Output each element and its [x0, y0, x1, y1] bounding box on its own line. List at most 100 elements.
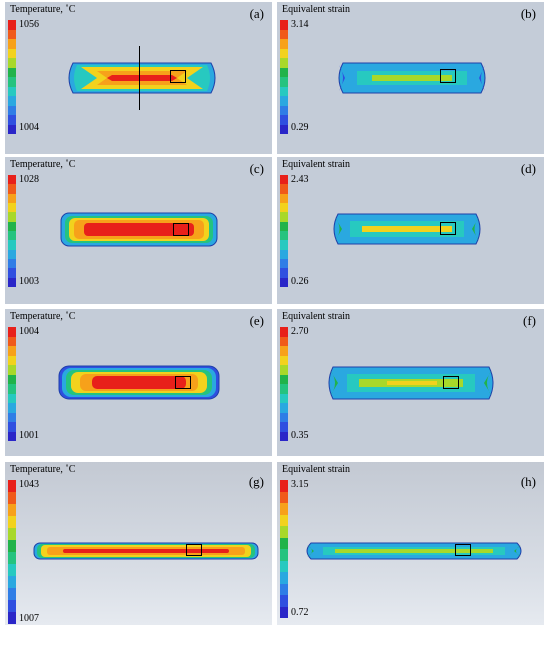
region-marker-box — [455, 544, 471, 556]
color-scale-segment — [8, 346, 16, 356]
region-marker-box — [186, 544, 202, 556]
color-scale-segment — [280, 29, 288, 39]
color-scale-segment — [8, 48, 16, 58]
color-scale-segment — [8, 528, 16, 540]
scale-min-value: 0.35 — [291, 430, 309, 441]
panel-label: (h) — [520, 474, 536, 489]
color-scale-segment — [8, 240, 16, 250]
panel-label: (f) — [523, 313, 536, 328]
color-scale-segment — [280, 277, 288, 287]
color-scale-segment — [8, 365, 16, 375]
color-scale-segment — [8, 336, 16, 346]
region-marker-box — [440, 222, 456, 235]
color-scale-segment — [280, 480, 288, 492]
color-scale-segment — [8, 20, 16, 30]
color-scale-segment — [280, 67, 288, 77]
billet-contour — [333, 213, 481, 245]
billet-contour — [338, 62, 486, 94]
scale-max-value: 2.43 — [291, 174, 309, 185]
color-scale-segment — [280, 124, 288, 134]
color-scale-segment — [8, 374, 16, 384]
panel-title: Temperature, ˚C — [10, 4, 76, 15]
color-scale-segment — [280, 221, 288, 231]
panel-e: Temperature, ˚C (e) 1004 1001 — [5, 309, 272, 456]
color-scale-segment — [8, 540, 16, 552]
color-scale-segment — [280, 115, 288, 125]
panel-d: Equivalent strain (d) 2.43 0.26 — [277, 157, 544, 304]
scale-min-value: 0.29 — [291, 122, 309, 133]
color-scale-segment — [8, 600, 16, 612]
color-scale-segment — [8, 552, 16, 564]
color-scale-segment — [8, 258, 16, 269]
color-scale-segment — [280, 514, 288, 526]
panel-title: Temperature, ˚C — [10, 311, 76, 322]
color-scale-segment — [280, 268, 288, 278]
color-scale-segment — [8, 115, 16, 125]
panel-label: (a) — [249, 6, 264, 21]
color-scale-segment — [8, 504, 16, 516]
billet-contour — [328, 366, 494, 400]
color-scale-segment — [8, 612, 16, 624]
color-scale-segment — [8, 403, 16, 413]
color-scale-segment — [8, 230, 16, 241]
color-scale-segment — [280, 365, 288, 375]
panel-f: Equivalent strain (f) 2.70 0.35 — [277, 309, 544, 456]
panel-g: Temperature, ˚C (g) 1043 1007 — [5, 462, 272, 625]
color-scale-segment — [280, 606, 288, 618]
color-scale-segment — [8, 480, 16, 492]
scale-min-value: 0.26 — [291, 276, 309, 287]
panel-label: (b) — [520, 6, 536, 21]
color-scale-segment — [280, 384, 288, 394]
color-scale-segment — [8, 105, 16, 115]
color-scale-bar — [280, 480, 288, 618]
color-scale-segment — [8, 124, 16, 134]
scale-min-value: 0.72 — [291, 607, 309, 618]
color-scale-segment — [8, 212, 16, 222]
color-scale-bar — [280, 327, 288, 441]
region-marker-box — [440, 69, 456, 83]
panel-label: (c) — [249, 161, 264, 176]
color-scale-bar — [280, 20, 288, 134]
billet-contour — [58, 365, 220, 400]
color-scale-bar — [8, 480, 16, 624]
scale-min-value: 1001 — [19, 430, 39, 441]
panel-title: Equivalent strain — [282, 311, 351, 322]
color-scale-segment — [280, 583, 288, 595]
color-scale-segment — [280, 572, 288, 584]
panel-title: Temperature, ˚C — [10, 159, 76, 170]
color-scale-bar — [8, 20, 16, 134]
scale-max-value: 1056 — [19, 19, 39, 30]
color-scale-segment — [280, 20, 288, 30]
color-scale-segment — [8, 86, 16, 96]
panel-label: (g) — [248, 474, 264, 489]
scale-min-value: 1004 — [19, 122, 39, 133]
panel-title: Temperature, ˚C — [10, 464, 76, 475]
color-scale-segment — [280, 96, 288, 106]
color-scale-segment — [8, 431, 16, 441]
color-scale-segment — [280, 202, 288, 213]
color-scale-segment — [8, 355, 16, 365]
panel-label: (e) — [249, 313, 264, 328]
panel-a: Temperature, ˚C (a) 1056 1004 — [5, 2, 272, 154]
color-scale-segment — [280, 431, 288, 441]
color-scale-segment — [8, 29, 16, 39]
color-scale-segment — [280, 560, 288, 572]
color-scale-segment — [280, 193, 288, 203]
billet-contour — [33, 542, 259, 560]
color-scale-bar — [8, 175, 16, 287]
color-scale-segment — [280, 503, 288, 515]
color-scale-segment — [8, 96, 16, 106]
color-scale-segment — [280, 249, 288, 259]
color-scale-segment — [280, 537, 288, 549]
color-scale-segment — [8, 564, 16, 576]
color-scale-segment — [8, 202, 16, 213]
region-marker-box — [170, 70, 186, 83]
color-scale-segment — [280, 327, 288, 337]
panel-b: Equivalent strain (b) 3.14 0.29 — [277, 2, 544, 154]
color-scale-segment — [280, 58, 288, 68]
color-scale-segment — [8, 39, 16, 49]
color-scale-segment — [280, 184, 288, 194]
color-scale-segment — [280, 230, 288, 241]
color-scale-segment — [8, 588, 16, 600]
color-scale-segment — [280, 105, 288, 115]
